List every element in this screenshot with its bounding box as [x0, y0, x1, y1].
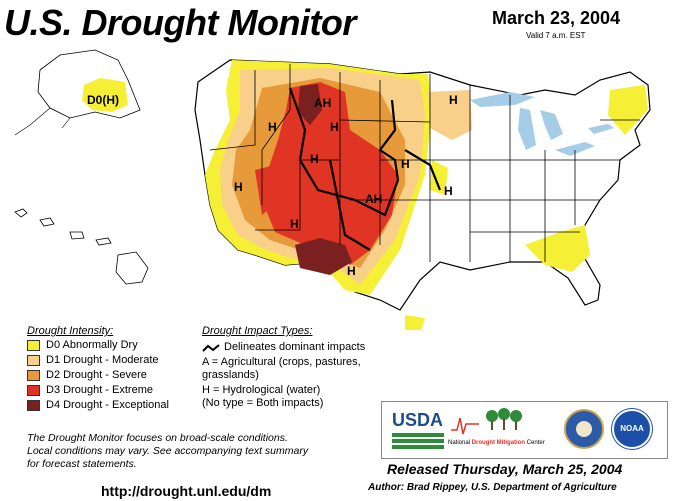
label-h-idaho: H	[268, 120, 277, 134]
legend-d3: D3 Drought - Extreme	[27, 383, 169, 397]
note-line-2: Local conditions may vary. See accompany…	[27, 445, 309, 457]
author-credit: Author: Brad Rippey, U.S. Department of …	[368, 482, 617, 493]
note-line-1: The Drought Monitor focuses on broad-sca…	[27, 432, 288, 444]
impact-none: (No type = Both impacts)	[202, 397, 324, 409]
graph-icon	[451, 417, 479, 435]
valid-time: Valid 7 a.m. EST	[526, 31, 586, 40]
legend-d3-label: D3 Drought - Extreme	[46, 384, 153, 396]
label-h-iowa: H	[444, 184, 453, 198]
legend-d4: D4 Drought - Exceptional	[27, 398, 169, 412]
label-ah-north: AH	[314, 96, 331, 110]
impact-a2: grasslands)	[202, 369, 259, 381]
label-h-utah: H	[310, 152, 319, 166]
release-date: Released Thursday, March 25, 2004	[387, 461, 623, 477]
noaa-logo: NOAA	[612, 409, 652, 449]
label-h-wyoming: H	[330, 120, 339, 134]
legend-d2-label: D2 Drought - Severe	[46, 369, 147, 381]
map-labels: D0(H) AH AH H H H H H H H H H	[87, 93, 458, 278]
commerce-seal-icon	[564, 409, 604, 449]
usda-logo-text: USDA	[392, 410, 444, 430]
label-h-minnesota: H	[449, 93, 458, 107]
website-link[interactable]: http://drought.unl.edu/dm	[101, 483, 272, 499]
intensity-heading: Drought Intensity:	[27, 325, 114, 337]
impact-line-label: Delineates dominant impacts	[224, 341, 366, 353]
great-lakes	[470, 92, 614, 156]
tree-icon	[486, 408, 522, 430]
intensity-legend: Drought Intensity: D0 Abnormally Dry D1 …	[27, 325, 169, 412]
legend-d2: D2 Drought - Severe	[27, 368, 169, 382]
ndmc-logo: National Drought Mitigation Center	[448, 406, 560, 454]
impact-line-row: Delineates dominant impacts	[202, 341, 382, 354]
hawaii	[14, 208, 149, 285]
legend-d1: D1 Drought - Moderate	[27, 353, 169, 367]
ndmc-name: National Drought Mitigation Center	[448, 440, 545, 446]
agency-logos: USDA National Drought Mitigation Center …	[381, 401, 668, 459]
label-ah-plains: AH	[365, 192, 382, 206]
label-h-nevada: H	[234, 180, 243, 194]
label-h-arizona: H	[290, 217, 299, 231]
ndmc-main: Drought Mitigation	[471, 440, 526, 446]
impact-legend: Drought Impact Types: Delineates dominan…	[202, 325, 382, 410]
map-date: March 23, 2004	[492, 8, 621, 28]
disclaimer-note: The Drought Monitor focuses on broad-sca…	[27, 432, 372, 471]
legend-d0: D0 Abnormally Dry	[27, 338, 169, 352]
label-h-nebraska: H	[401, 157, 410, 171]
swatch-d3	[27, 384, 40, 396]
legend-d1-label: D1 Drought - Moderate	[46, 354, 159, 366]
usda-logo: USDA	[392, 410, 444, 450]
alaska-label: D0(H)	[87, 93, 119, 107]
swatch-d2	[27, 369, 40, 381]
swatch-d0	[27, 339, 40, 351]
swatch-d1	[27, 354, 40, 366]
legend-d0-label: D0 Abnormally Dry	[46, 339, 138, 351]
impact-heading: Drought Impact Types:	[202, 325, 313, 337]
label-h-newmexico: H	[347, 264, 356, 278]
swatch-d4	[27, 399, 40, 411]
drought-map: D0(H) AH AH H H H H H H H H H	[14, 49, 651, 330]
legend-d4-label: D4 Drought - Exceptional	[46, 399, 169, 411]
ndmc-suffix: Center	[525, 440, 545, 446]
page-title: U.S. Drought Monitor	[4, 2, 356, 43]
impact-h: H = Hydrological (water)	[202, 384, 321, 396]
impact-lines	[288, 87, 442, 251]
alaska-d0-area	[82, 78, 128, 112]
impact-a1: A = Agricultural (crops, pastures,	[202, 356, 361, 368]
impact-line-icon	[202, 343, 220, 352]
alaska	[14, 49, 141, 136]
drought-areas	[205, 60, 648, 330]
ndmc-prefix: National	[448, 440, 472, 446]
note-line-3: for forecast statements.	[27, 458, 137, 470]
noaa-text: NOAA	[620, 424, 644, 433]
